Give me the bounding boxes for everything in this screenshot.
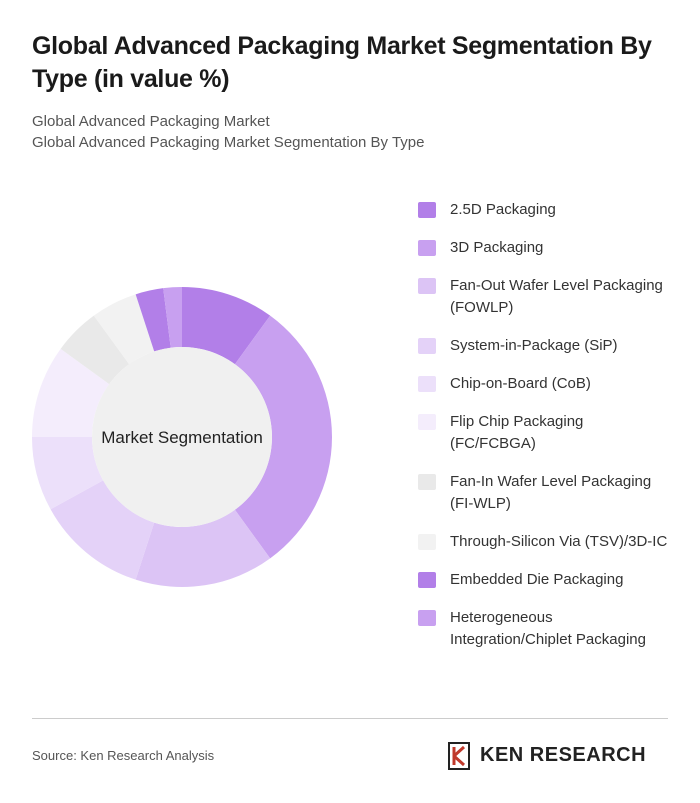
donut-segment <box>135 288 171 352</box>
legend-item: Embedded Die Packaging <box>418 569 678 591</box>
divider <box>32 718 668 719</box>
legend-swatch <box>418 202 436 218</box>
donut-segment <box>182 287 271 365</box>
logo-icon <box>448 742 470 770</box>
subtitle: Global Advanced Packaging Market Segment… <box>32 134 425 151</box>
legend-item: Through-Silicon Via (TSV)/3D-IC <box>418 531 678 553</box>
legend-swatch <box>418 376 436 392</box>
legend-item: Fan-Out Wafer Level Packaging (FOWLP) <box>418 275 678 319</box>
donut-segment <box>32 437 104 510</box>
source: Source: Ken Research Analysis <box>32 748 215 763</box>
legend-label: Heterogeneous Integration/Chiplet Packag… <box>450 609 646 648</box>
chart-title: Global Advanced Packaging Market Segment… <box>32 32 652 93</box>
legend: 2.5D Packaging 3D Packaging Fan-Out Wafer … <box>418 199 678 667</box>
legend-swatch <box>418 572 436 588</box>
legend-label: Embedded Die Packaging <box>450 571 624 588</box>
legend-item: Flip Chip Packaging (FC/FCBGA) <box>418 411 678 455</box>
legend-item: System-in-Package (SiP) <box>418 335 678 357</box>
donut-segment <box>163 287 182 348</box>
legend-label: Flip Chip Packaging (FC/FCBGA) <box>450 413 584 452</box>
legend-label: 2.5D Packaging <box>450 201 556 218</box>
donut-segment <box>234 315 332 559</box>
legend-label: System-in-Package (SiP) <box>450 337 618 354</box>
legend-label: Through-Silicon Via (TSV)/3D-IC <box>450 533 668 550</box>
legend-swatch <box>418 474 436 490</box>
legend-swatch <box>418 240 436 256</box>
legend-item: 3D Packaging <box>418 237 678 259</box>
donut-segment <box>50 480 155 580</box>
legend-item: Chip-on-Board (CoB) <box>418 373 678 395</box>
donut-segment <box>93 294 155 365</box>
legend-label: Fan-In Wafer Level Packaging (FI-WLP) <box>450 473 652 512</box>
legend-swatch <box>418 278 436 294</box>
legend-swatch <box>418 338 436 354</box>
legend-label: Chip-on-Board (CoB) <box>450 375 591 392</box>
legend-label: 3D Packaging <box>450 239 544 256</box>
legend-item: 2.5D Packaging <box>418 199 678 221</box>
legend-swatch <box>418 610 436 626</box>
legend-swatch <box>418 534 436 550</box>
legend-label: Fan-Out Wafer Level Packaging (FOWLP) <box>450 277 663 316</box>
donut-hole <box>92 347 272 527</box>
donut-segment <box>135 509 271 587</box>
subtitle: Global Advanced Packaging Market <box>32 113 270 130</box>
donut-segment <box>60 315 130 385</box>
legend-item: Heterogeneous Integration/Chiplet Packag… <box>418 607 678 651</box>
donut-segment <box>32 348 110 437</box>
legend-swatch <box>418 414 436 430</box>
brand: KEN RESEARCH <box>480 744 647 766</box>
center-label: Market Segmentation <box>101 428 263 447</box>
legend-item: Fan-In Wafer Level Packaging (FI-WLP) <box>418 471 678 515</box>
